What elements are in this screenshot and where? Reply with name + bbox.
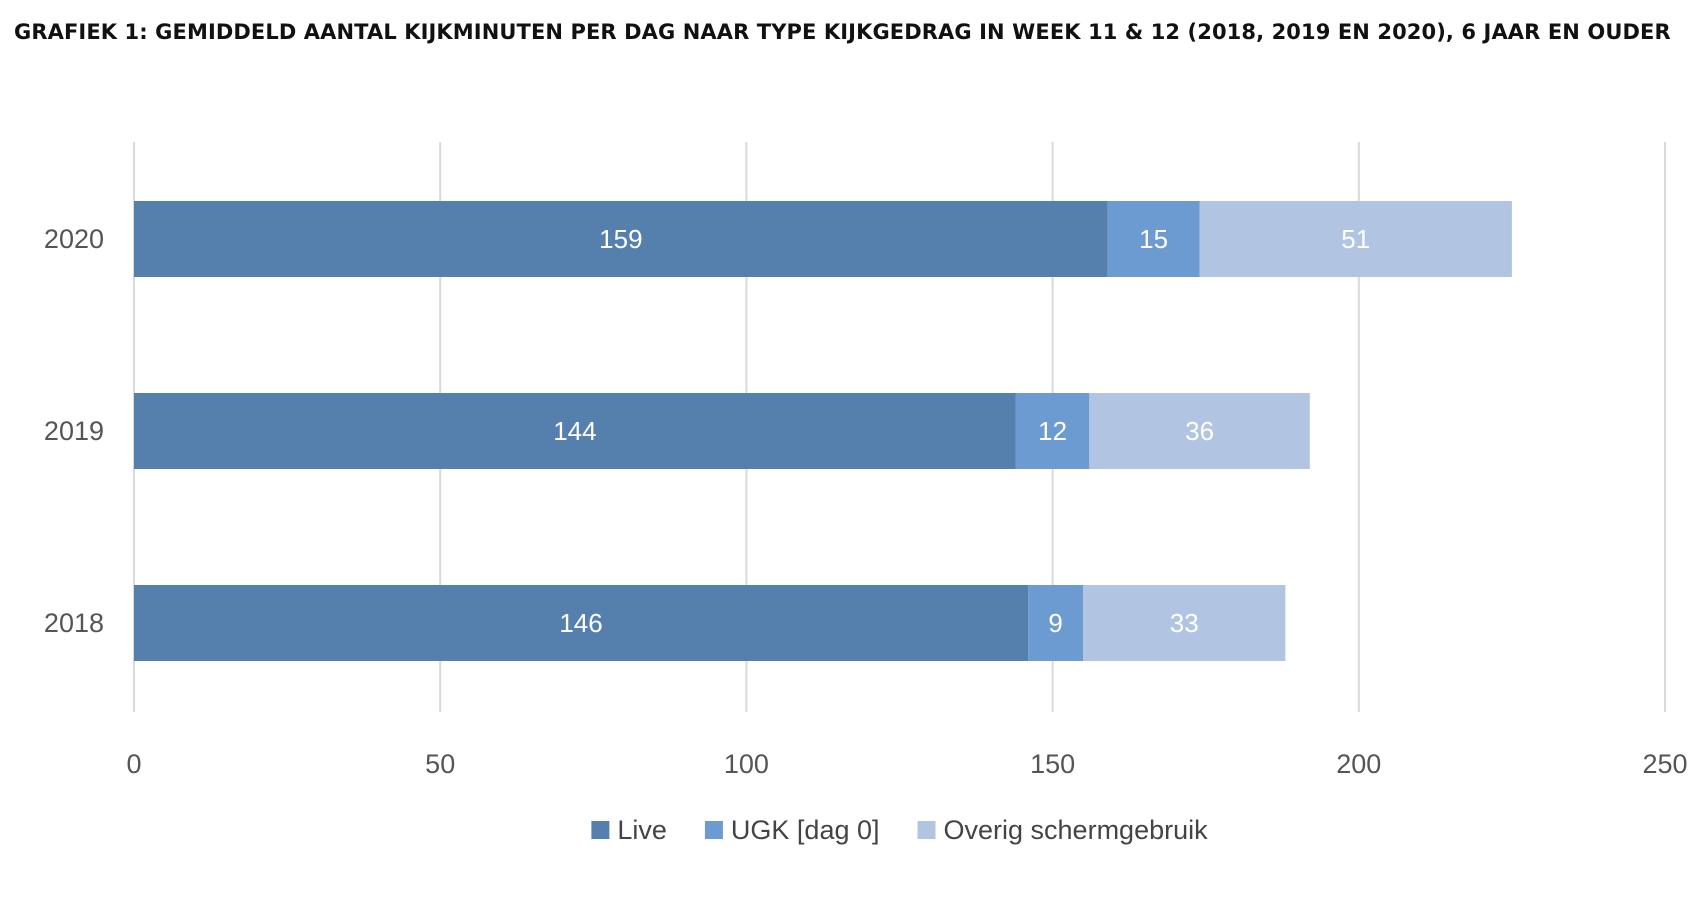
legend: Live UGK [dag 0] Overig schermgebruik [591,815,1208,845]
y-axis: 2020 2019 2018 [44,224,104,638]
legend-label-live: Live [617,815,667,845]
legend-item-overig-schermgebruik: Overig schermgebruik [917,815,1209,845]
data-label-overig-schermgebruik-2019: 36 [1185,416,1214,446]
data-label-ugk-dag-0-2019: 12 [1038,416,1067,446]
x-axis: 0 50 100 150 200 250 [126,749,1687,779]
x-tick-label-50: 50 [425,749,455,779]
x-tick-label-0: 0 [126,749,141,779]
x-tick-label-100: 100 [724,749,769,779]
bar-live-2018 [134,585,1029,661]
legend-swatch-live [591,821,610,839]
legend-item-ugk-dag-0: UGK [dag 0] [704,815,880,845]
bar-overig-schermgebruik-2019 [1089,393,1310,469]
bar-live-2019 [134,393,1016,469]
legend-item-live: Live [591,815,667,845]
bar-overig-schermgebruik-2018 [1083,585,1286,661]
x-tick-label-250: 250 [1642,749,1687,779]
bar-ugk-dag-0-2018 [1028,585,1084,661]
legend-label-overig-schermgebruik: Overig schermgebruik [944,815,1209,845]
chart-title: GRAFIEK 1: GEMIDDELD AANTAL KIJKMINUTEN … [14,20,1671,44]
data-label-live-2018: 146 [559,608,602,638]
data-label-live-2020: 159 [599,224,642,254]
data-labels: 159 15 51 144 12 36 146 9 33 [553,224,1370,638]
legend-label-ugk-dag-0: UGK [dag 0] [731,815,880,845]
data-label-ugk-dag-0-2018: 9 [1048,608,1062,638]
x-tick-label-150: 150 [1030,749,1075,779]
bar-ugk-dag-0-2020 [1107,201,1200,277]
data-label-overig-schermgebruik-2018: 33 [1170,608,1199,638]
bar-live-2020 [134,201,1108,277]
bar-overig-schermgebruik-2020 [1199,201,1512,277]
x-tick-label-200: 200 [1336,749,1381,779]
legend-swatch-ugk-dag-0 [704,821,723,839]
data-label-ugk-dag-0-2020: 15 [1139,224,1168,254]
data-label-live-2019: 144 [553,416,596,446]
bars [134,201,1512,661]
bar-ugk-dag-0-2019 [1015,393,1090,469]
y-tick-label-2020: 2020 [44,224,104,254]
data-label-overig-schermgebruik-2020: 51 [1341,224,1370,254]
y-tick-label-2018: 2018 [44,608,104,638]
y-tick-label-2019: 2019 [44,416,104,446]
legend-swatch-overig-schermgebruik [917,821,936,839]
